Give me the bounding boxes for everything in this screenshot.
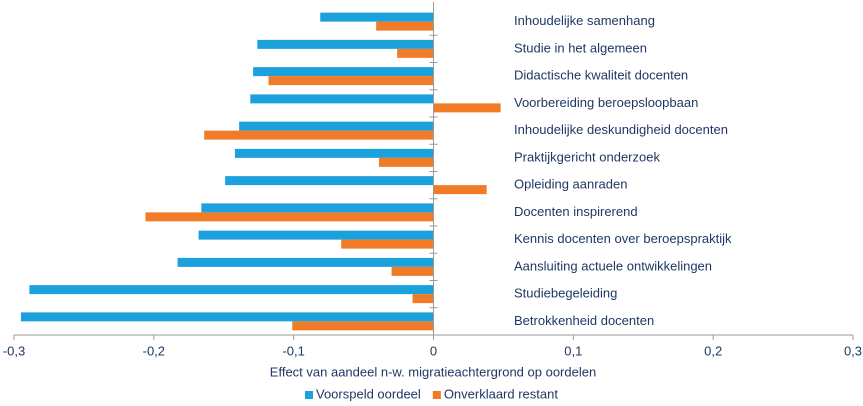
bar	[145, 212, 434, 222]
bar	[234, 148, 434, 158]
bar	[412, 294, 434, 304]
bar	[20, 312, 434, 322]
bar	[341, 239, 434, 249]
bar	[204, 130, 434, 140]
bar	[292, 321, 434, 331]
bar	[257, 39, 434, 49]
bar	[29, 285, 434, 295]
bar	[201, 203, 434, 213]
category-label: Praktijkgericht onderzoek	[514, 149, 660, 164]
bar	[378, 157, 434, 167]
x-tick-label: -0,3	[3, 343, 25, 358]
category-label: Docenten inspirerend	[514, 204, 638, 219]
category-label: Inhoudelijke deskundigheid docenten	[514, 122, 728, 137]
category-label: Kennis docenten over beroepspraktijk	[514, 231, 732, 246]
bar	[198, 230, 434, 240]
x-tick-label: 0	[430, 343, 437, 358]
x-tick-label: -0,2	[143, 343, 165, 358]
x-tick-label: 0,1	[564, 343, 582, 358]
legend-swatch	[432, 391, 441, 399]
bar	[433, 103, 501, 113]
x-axis-label: Effect van aandeel n-w. migratieachtergr…	[270, 364, 596, 379]
bar	[433, 185, 487, 195]
legend-swatch	[305, 391, 313, 399]
x-tick-label: 0,3	[844, 343, 862, 358]
bar	[391, 266, 434, 276]
bar	[320, 12, 434, 22]
bar	[376, 21, 434, 31]
bar	[253, 67, 434, 77]
x-tick-label: 0,2	[704, 343, 722, 358]
category-label: Aansluiting actuele ontwikkelingen	[514, 258, 712, 273]
bar	[239, 121, 434, 131]
category-label: Betrokkenheid docenten	[514, 313, 654, 328]
category-label: Studie in het algemeen	[514, 40, 647, 55]
bar	[250, 94, 434, 104]
category-label: Didactische kwaliteit docenten	[514, 68, 688, 83]
x-tick-label: -0,1	[282, 343, 304, 358]
bar	[268, 76, 434, 86]
category-label: Inhoudelijke samenhang	[514, 13, 655, 28]
category-label: Studiebegeleiding	[514, 286, 617, 301]
bar	[177, 257, 434, 267]
bar	[397, 48, 434, 58]
legend-label: Onverklaard restant	[444, 386, 559, 401]
bar	[225, 176, 434, 186]
legend-label: Voorspeld oordeel	[316, 386, 421, 401]
category-label: Opleiding aanraden	[514, 177, 627, 192]
category-label: Voorbereiding beroepsloopbaan	[514, 95, 698, 110]
